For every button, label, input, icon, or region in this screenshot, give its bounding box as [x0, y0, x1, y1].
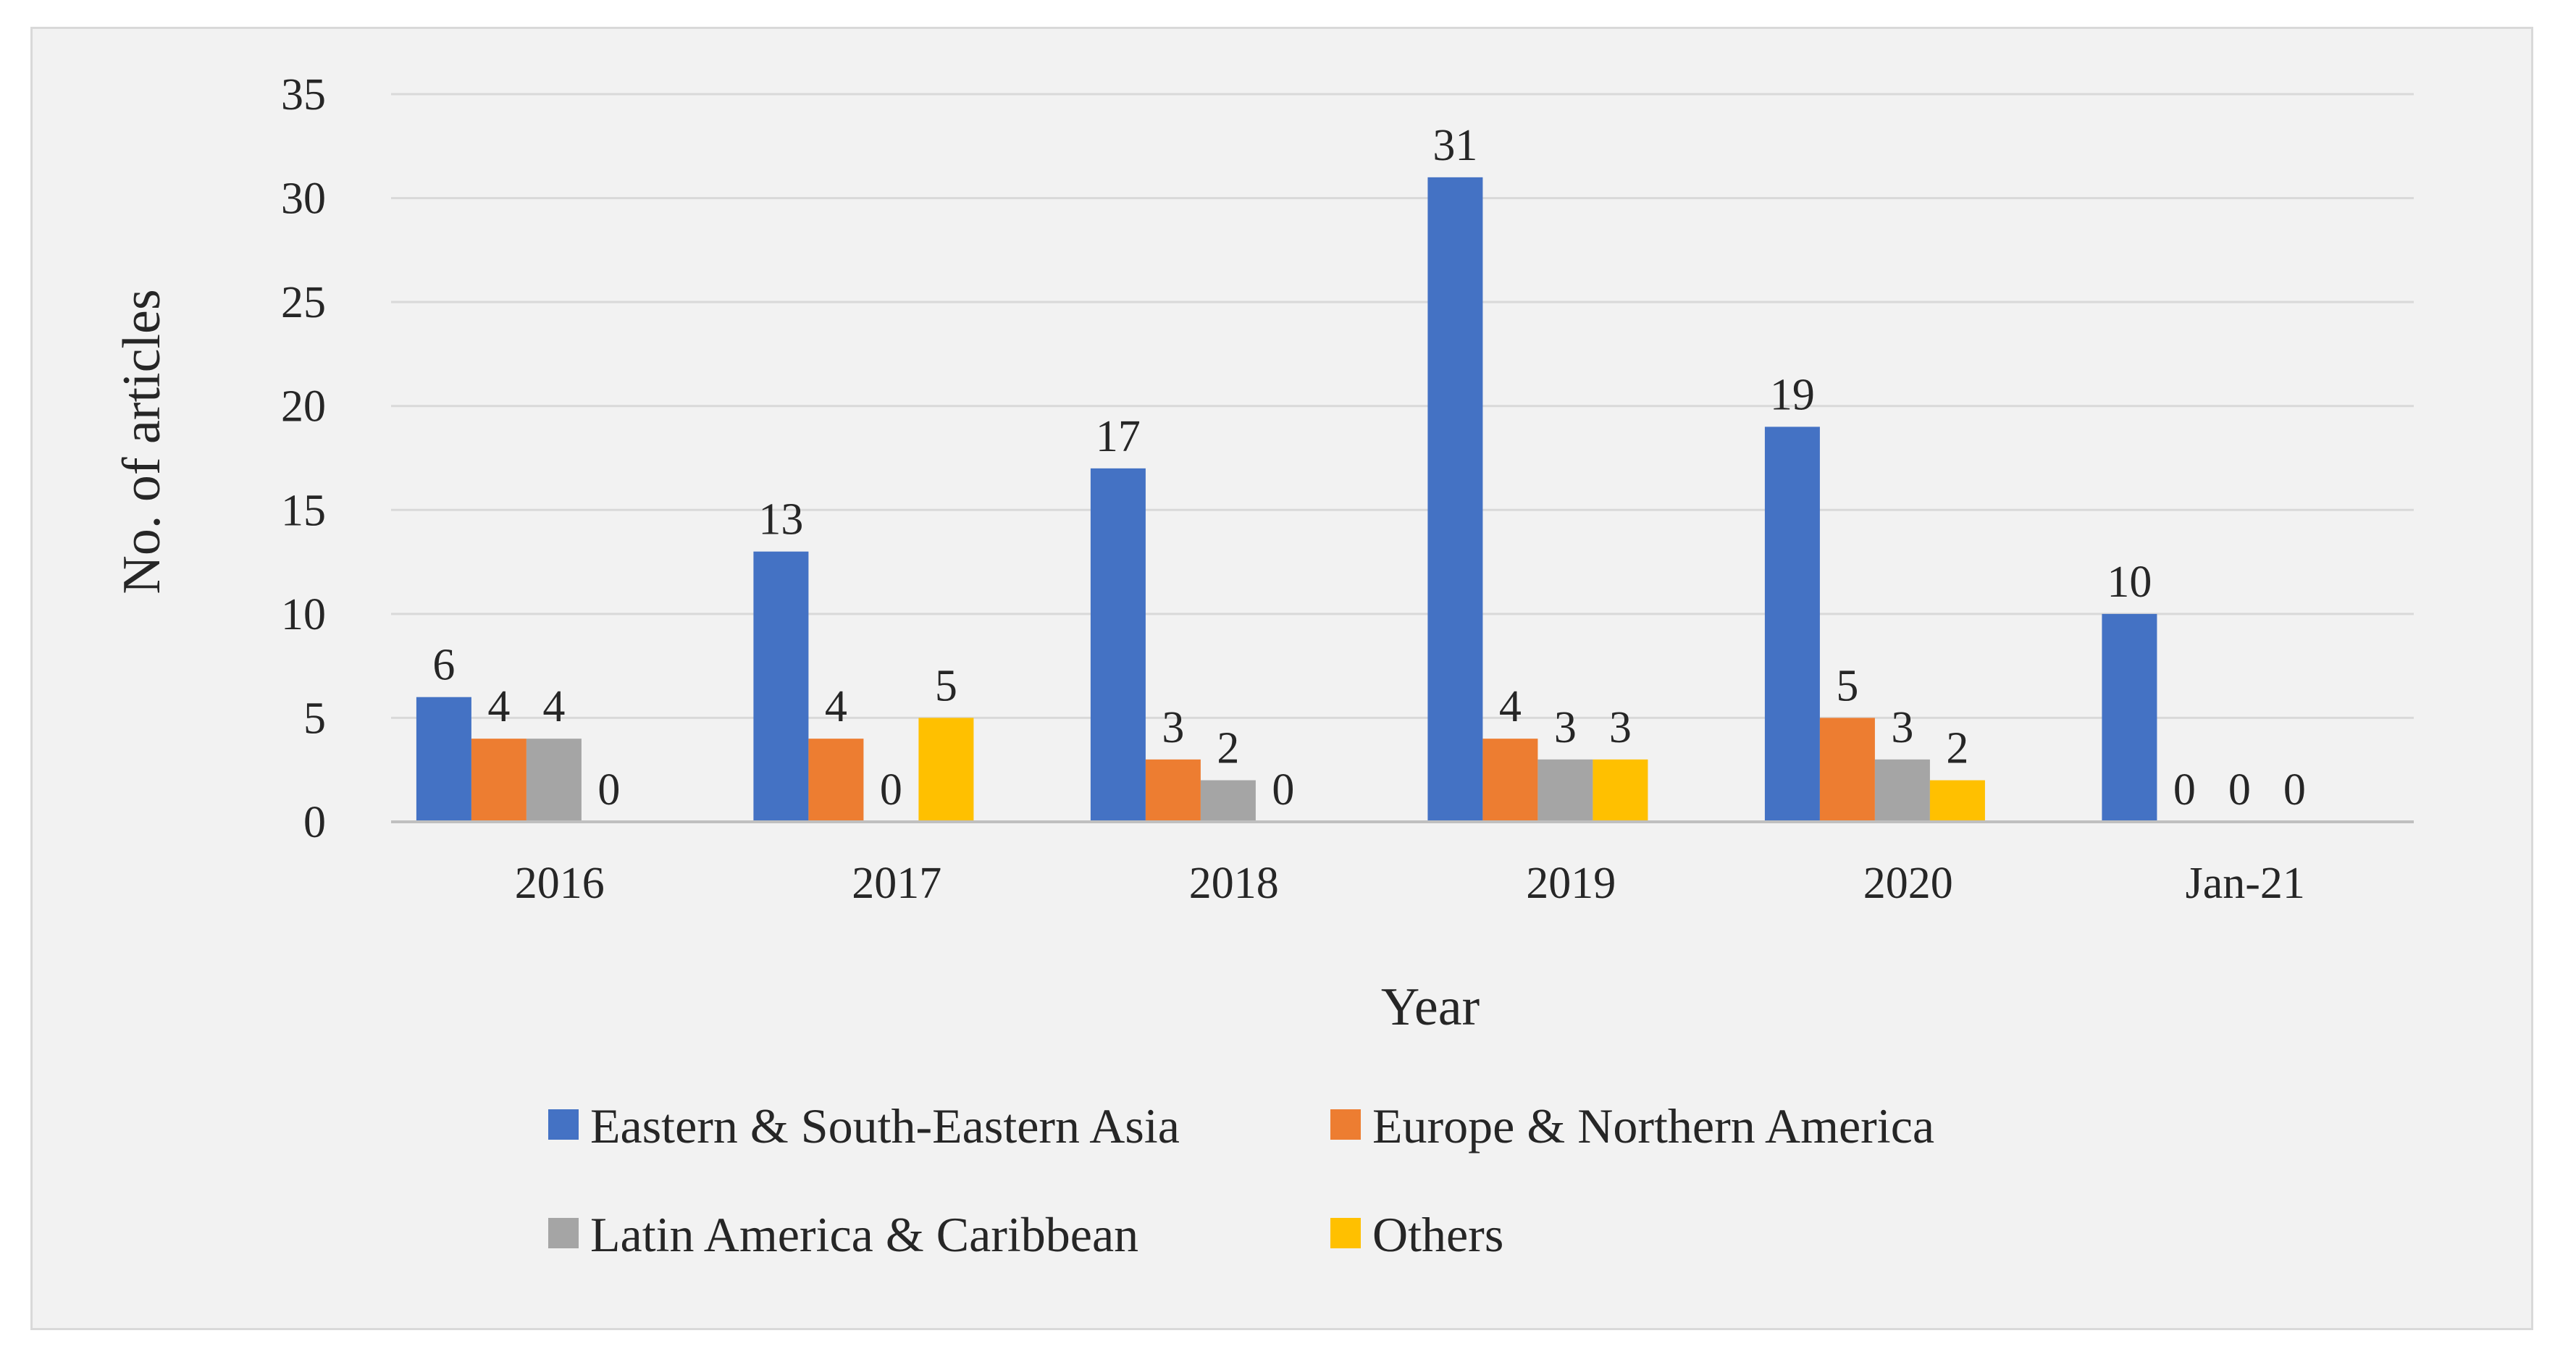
chart-frame: 6 4 4 0 13 4 0 5 17 3 2 0 31 4 3 3 19 5 3 2 10 0 0 0 0 5 10 15 20 25… — [30, 27, 2533, 1330]
data-label: 2 — [1946, 724, 1968, 773]
data-label: 0 — [2283, 765, 2306, 815]
bar — [753, 551, 809, 822]
data-label: 0 — [2228, 765, 2251, 815]
bars — [416, 177, 2157, 822]
data-label: 4 — [542, 682, 565, 731]
x-tick-label: 2020 — [1863, 859, 1953, 908]
bar — [1929, 780, 1985, 822]
data-label: 4 — [1499, 682, 1522, 731]
data-label: 3 — [1609, 703, 1632, 752]
legend-swatch — [548, 1218, 579, 1248]
y-tick-label: 35 — [281, 70, 326, 119]
y-tick-label: 30 — [281, 175, 326, 224]
legend-label: Latin America & Caribbean — [590, 1207, 1138, 1262]
data-label: 19 — [1770, 370, 1815, 419]
bar — [526, 739, 582, 822]
data-label: 5 — [935, 661, 957, 710]
bar — [416, 697, 471, 822]
data-label: 0 — [880, 765, 902, 815]
legend: Eastern & South-Eastern Asia Europe & Nor… — [548, 1098, 1934, 1262]
data-label: 0 — [597, 765, 620, 815]
legend-label: Others — [1372, 1207, 1503, 1262]
y-tick-label: 25 — [281, 278, 326, 327]
legend-label: Eastern & South-Eastern Asia — [590, 1098, 1180, 1153]
gridlines — [391, 93, 2414, 719]
data-label: 10 — [2107, 558, 2152, 607]
data-label: 5 — [1836, 661, 1858, 710]
bar — [918, 718, 974, 822]
bar — [1874, 759, 1930, 822]
data-label: 3 — [1554, 703, 1577, 752]
y-tick-label: 15 — [281, 486, 326, 535]
bar — [1090, 468, 1146, 822]
bar — [2102, 613, 2157, 822]
y-axis-title: No. of articles — [112, 289, 172, 594]
data-label: 0 — [2173, 765, 2196, 815]
x-tick-label: 2016 — [515, 859, 605, 908]
bar — [1537, 759, 1593, 822]
legend-swatch — [548, 1109, 579, 1140]
data-label: 3 — [1891, 703, 1913, 752]
data-label: 2 — [1217, 724, 1239, 773]
bar — [1819, 718, 1875, 822]
bar — [1764, 426, 1820, 822]
data-label: 31 — [1432, 121, 1477, 170]
data-label: 17 — [1096, 412, 1141, 461]
x-axis-title: Year — [1381, 978, 1480, 1037]
x-tick-label: 2019 — [1526, 859, 1616, 908]
data-label: 4 — [825, 682, 847, 731]
data-label: 3 — [1162, 703, 1184, 752]
legend-swatch — [1330, 1218, 1361, 1248]
y-tick-label: 5 — [303, 694, 326, 743]
y-tick-label: 10 — [281, 590, 326, 639]
x-tick-label: 2017 — [852, 859, 941, 908]
bar — [471, 739, 526, 822]
bar — [1593, 759, 1648, 822]
x-tick-label: 2018 — [1189, 859, 1279, 908]
y-tick-label: 0 — [303, 798, 326, 847]
data-label: 6 — [432, 641, 455, 690]
bar — [808, 739, 864, 822]
bar — [1482, 739, 1538, 822]
bar — [1145, 759, 1201, 822]
y-tick-label: 20 — [281, 382, 326, 432]
legend-label: Europe & Northern America — [1372, 1098, 1934, 1153]
bar — [1427, 177, 1483, 822]
legend-swatch — [1330, 1109, 1361, 1140]
bar — [1200, 780, 1256, 822]
data-label: 13 — [758, 495, 803, 545]
data-label: 0 — [1272, 765, 1294, 815]
data-label: 4 — [487, 682, 510, 731]
x-tick-label: Jan-21 — [2186, 859, 2305, 908]
